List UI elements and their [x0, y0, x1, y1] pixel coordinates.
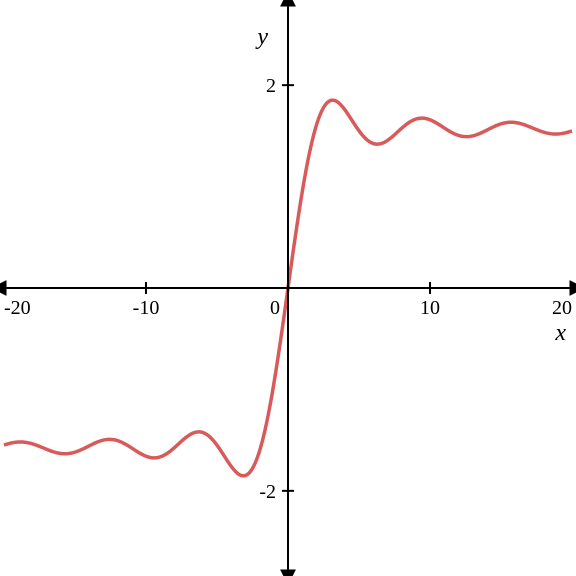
x-tick-label: 10: [420, 297, 440, 319]
x-tick-label: -20: [4, 297, 31, 319]
x-tick-label: 0: [270, 297, 280, 319]
y-tick-label: -2: [259, 481, 276, 503]
x-tick-label: 20: [552, 297, 572, 319]
y-tick-label: 2: [266, 75, 276, 97]
x-axis-label: x: [554, 320, 566, 346]
y-axis-label: y: [255, 24, 268, 50]
chart-container: -20 -10 0 10 20 2 -2 y x: [0, 0, 576, 576]
chart-svg: -20 -10 0 10 20 2 -2 y x: [0, 0, 576, 576]
x-tick-label: -10: [133, 297, 160, 319]
